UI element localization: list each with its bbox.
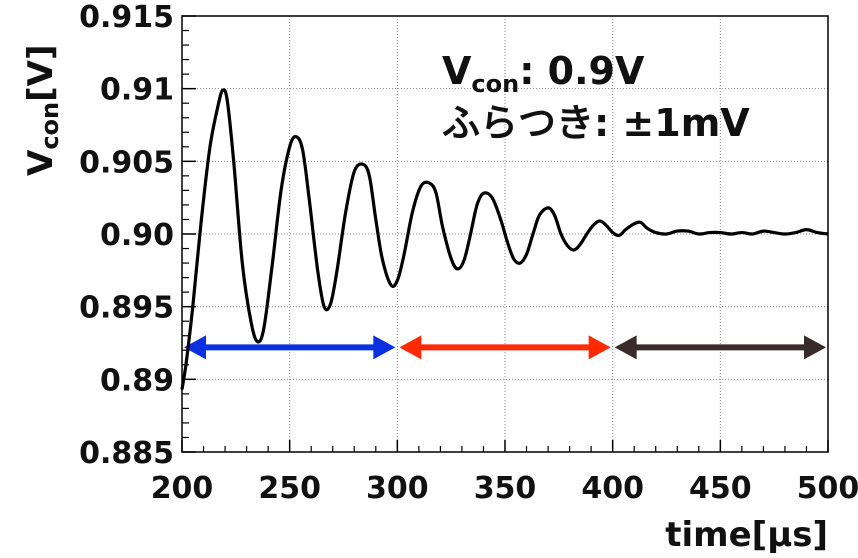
y-axis-label-main: V	[21, 149, 61, 176]
x-axis-label: time[µs]	[665, 515, 828, 555]
x-tick-label: 250	[258, 471, 321, 506]
x-tick-label: 400	[581, 471, 644, 506]
x-tick-labels: 200 250 300 350 400 450 500	[151, 471, 858, 506]
y-tick-label: 0.895	[79, 291, 174, 326]
interval-arrow-head-right	[804, 335, 826, 360]
interval-arrow-head-left	[399, 335, 422, 360]
x-tick-label: 450	[689, 471, 752, 506]
y-tick-label: 0.89	[100, 363, 174, 398]
series-group	[180, 88, 829, 390]
y-tick-label: 0.905	[79, 145, 174, 180]
x-tick-label: 200	[151, 471, 214, 506]
y-axis-label-sub: con	[36, 102, 64, 150]
y-axis-label-unit: [V]	[21, 44, 61, 101]
y-tick-label: 0.885	[79, 436, 174, 471]
x-tick-label: 500	[797, 471, 858, 506]
x-tick-label: 350	[474, 471, 537, 506]
annotation-line2: ふらつき: ±1mV	[442, 101, 750, 145]
interval-arrow-head-right	[373, 335, 396, 360]
y-tick-label: 0.91	[100, 73, 174, 108]
axis-ticks	[181, 15, 829, 453]
x-tick-label: 300	[366, 471, 429, 506]
interval-arrow-head-left	[184, 335, 206, 360]
interval-arrows	[184, 335, 826, 360]
interval-arrow-head-left	[614, 335, 637, 360]
annotation-line1: Vcon: 0.9V	[442, 49, 645, 98]
y-axis-label: Vcon[V]	[21, 44, 64, 176]
interval-arrow-head-right	[588, 335, 611, 360]
y-tick-label: 0.90	[100, 218, 174, 253]
annotation-value: : 0.9V	[519, 49, 645, 93]
annotation-v: V	[442, 49, 472, 93]
annotation-v-sub: con	[471, 70, 519, 98]
y-tick-label: 0.915	[79, 0, 174, 35]
y-tick-labels: 0.885 0.89 0.895 0.90 0.905 0.91 0.915	[79, 0, 174, 471]
